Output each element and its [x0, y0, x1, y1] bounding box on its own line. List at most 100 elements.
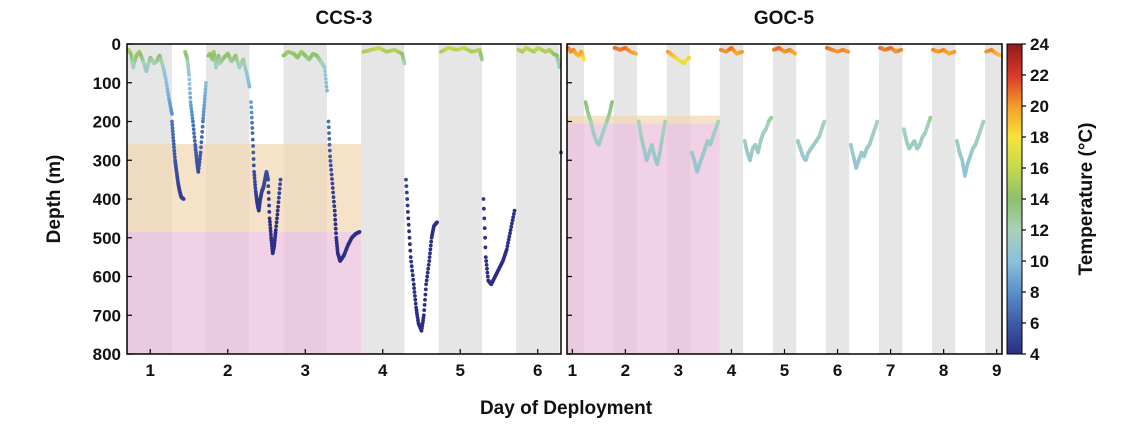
data-point — [277, 186, 282, 191]
x-tick-label: 7 — [886, 361, 895, 380]
data-point — [423, 292, 428, 297]
data-point — [187, 73, 191, 77]
x-tick-label: 1 — [568, 361, 577, 380]
data-point — [406, 222, 411, 227]
panel-goc-5: GOC-5 1 2 3 4 5 6 7 8 9 — [566, 8, 1003, 380]
data-point — [407, 229, 411, 234]
data-point — [189, 103, 193, 108]
data-point — [192, 131, 196, 136]
data-point — [268, 226, 273, 231]
data-point — [404, 177, 408, 182]
data-points — [566, 46, 1003, 178]
y-tick-label: 500 — [93, 229, 121, 248]
data-point — [251, 163, 256, 168]
data-point — [769, 115, 774, 120]
data-point — [268, 229, 273, 234]
data-point — [249, 115, 254, 120]
data-point — [188, 100, 193, 104]
data-point — [508, 228, 513, 232]
colorbar-tick-label: 16 — [1030, 159, 1049, 178]
data-point — [483, 245, 488, 250]
y-tick-label: 300 — [93, 151, 121, 170]
data-point — [409, 259, 414, 264]
data-point — [404, 184, 409, 189]
data-point — [412, 286, 416, 290]
data-point — [687, 55, 691, 60]
data-point — [278, 182, 282, 187]
data-point — [251, 150, 256, 155]
data-point — [330, 177, 334, 181]
data-point — [409, 264, 414, 269]
data-point — [200, 124, 205, 129]
data-point — [170, 122, 175, 127]
data-point — [252, 173, 257, 178]
data-point — [512, 212, 516, 216]
data-point — [332, 204, 337, 209]
data-point — [275, 212, 280, 217]
data-point — [266, 190, 271, 195]
data-point — [325, 88, 329, 93]
data-point — [276, 204, 280, 209]
y-axis-label: Depth (m) — [44, 155, 65, 244]
y-tick-label: 800 — [93, 345, 121, 364]
data-point — [331, 195, 336, 200]
night-band — [931, 44, 956, 354]
data-point — [251, 157, 256, 161]
data-point — [407, 235, 412, 240]
data-point — [485, 274, 490, 279]
data-point — [428, 251, 432, 256]
x-tick-label: 6 — [533, 361, 542, 380]
y-tick-label: 100 — [93, 74, 121, 93]
data-point — [511, 215, 516, 220]
data-point — [425, 270, 430, 275]
data-point — [510, 221, 514, 226]
data-point — [425, 274, 430, 279]
data-point — [198, 150, 203, 155]
colorbar-tick-label: 8 — [1030, 283, 1039, 302]
x-tick-label: 6 — [833, 361, 842, 380]
data-point — [273, 228, 278, 232]
axes: 1 2 3 4 5 6 0 100 200 300 400 500 600 700 800 — [93, 35, 543, 380]
data-point — [413, 301, 418, 306]
data-point — [277, 195, 281, 200]
data-point — [323, 69, 327, 73]
night-band — [438, 44, 482, 354]
panel-background — [127, 44, 560, 354]
data-point — [485, 270, 490, 275]
data-point — [506, 237, 511, 242]
data-point — [188, 95, 193, 100]
data-point — [406, 210, 410, 214]
data-point — [484, 259, 489, 263]
x-tick-label: 9 — [992, 361, 1001, 380]
data-point — [249, 110, 254, 115]
data-point — [170, 129, 175, 134]
data-point — [253, 186, 258, 190]
data-point — [428, 243, 433, 248]
data-point — [191, 127, 196, 132]
data-point — [427, 255, 432, 259]
panel-title-ccs-3: CCS-3 — [315, 8, 372, 29]
data-point — [192, 139, 197, 143]
data-point — [357, 230, 362, 234]
data-point — [512, 208, 517, 213]
colorbar-tick-label: 4 — [1030, 345, 1040, 364]
data-point — [482, 216, 487, 221]
data-point — [196, 166, 201, 171]
data-point — [190, 113, 195, 117]
x-tick-label: 8 — [939, 361, 948, 380]
data-point — [189, 109, 194, 114]
data-point — [253, 182, 257, 187]
colorbar-tick-label: 18 — [1030, 128, 1049, 147]
data-point — [411, 282, 416, 287]
data-point — [163, 77, 168, 81]
data-point — [267, 216, 272, 221]
data-point — [171, 142, 176, 147]
night-band — [772, 44, 797, 354]
data-point — [253, 179, 257, 184]
data-point — [402, 61, 407, 66]
night-band — [825, 44, 850, 354]
data-point — [330, 181, 335, 186]
colorbar-ticks: 4 6 8 10 12 14 16 18 20 22 24 — [1022, 35, 1049, 364]
data-point — [482, 226, 487, 231]
data-point — [822, 119, 827, 124]
